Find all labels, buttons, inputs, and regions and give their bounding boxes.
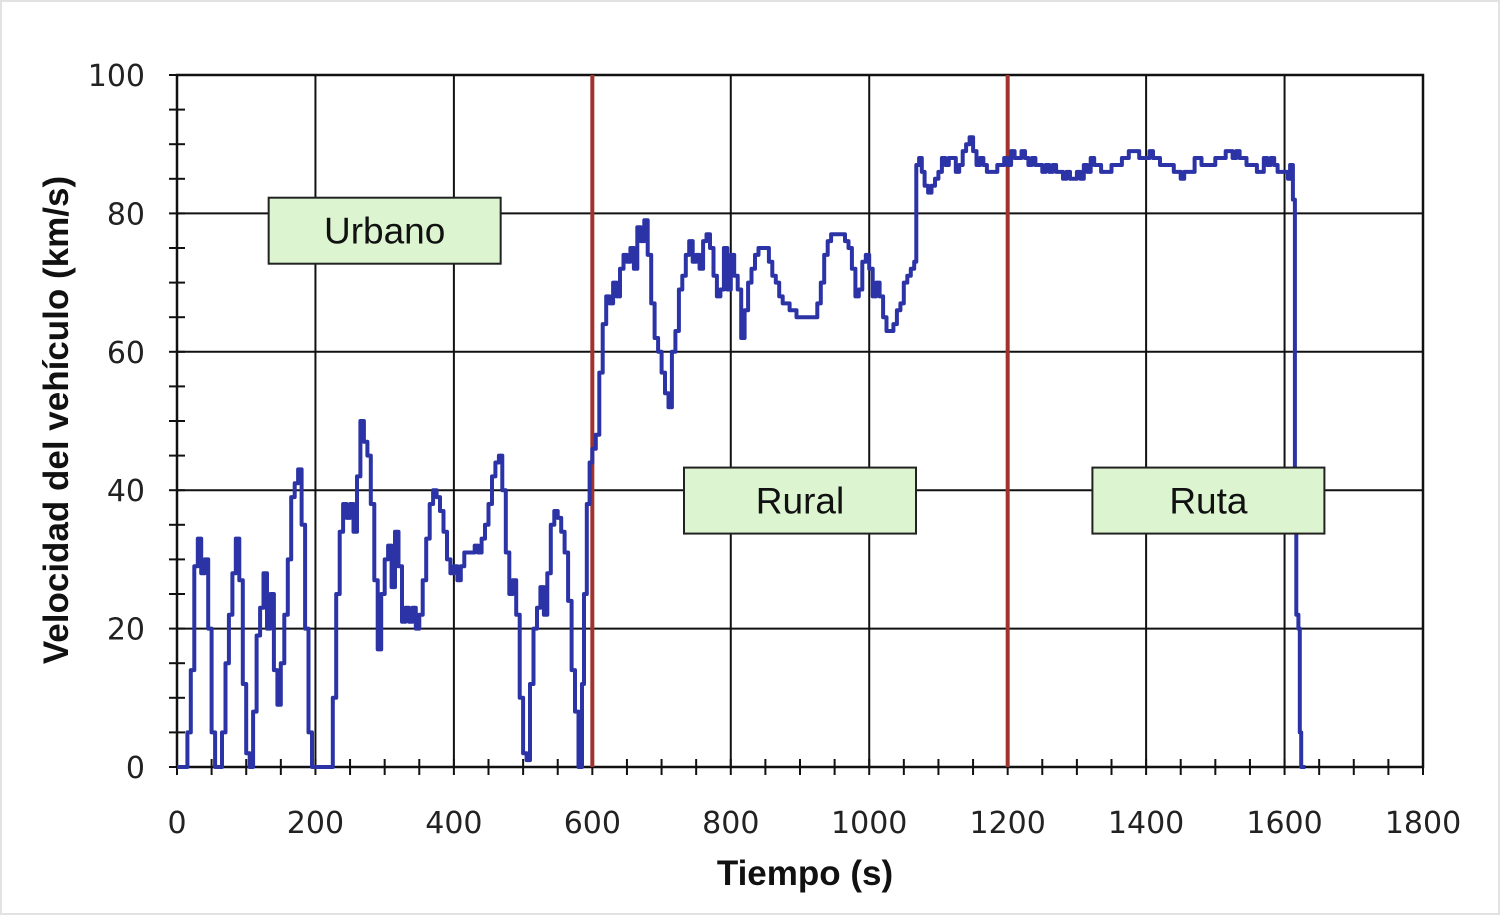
x-tick-label: 0 [167,806,186,841]
x-tick-label: 400 [425,806,482,841]
x-tick-label: 1000 [831,806,907,841]
y-tick-label: 40 [107,474,145,509]
speed-series-line [177,135,1306,769]
y-tick-label: 0 [126,751,145,786]
y-tick-label: 80 [107,197,145,232]
y-tick-label: 100 [88,59,145,94]
zone-label-text: Rural [756,481,844,522]
x-axis-title: Tiempo (s) [717,854,893,893]
zone-dividers [590,75,1010,767]
tick-labels: 0 200 400 600 800 1000 1200 1400 1600 1800 0 20 40 60… [88,59,1461,841]
series-layer [177,135,1306,769]
zone-labels: Urbano Rural Ruta [267,196,1326,535]
zone-label-box [1091,466,1326,535]
x-tick-label: 200 [287,806,344,841]
x-tick-label: 1800 [1385,806,1461,841]
minor-ticks [169,74,1424,775]
x-tick-label: 1600 [1246,806,1322,841]
y-tick-label: 60 [107,336,145,371]
zone-label-text: Ruta [1169,481,1248,522]
zone-label-box [683,466,917,535]
x-tick-label: 1400 [1108,806,1184,841]
y-axis-title: Velocidad del vehículo (km/s) [37,176,76,664]
x-tick-label: 1200 [969,806,1045,841]
zone-label-text: Urbano [324,211,445,252]
zone-label-box [267,196,502,265]
x-tick-label: 800 [702,806,759,841]
x-tick-label: 600 [564,806,621,841]
y-tick-label: 20 [107,613,145,648]
